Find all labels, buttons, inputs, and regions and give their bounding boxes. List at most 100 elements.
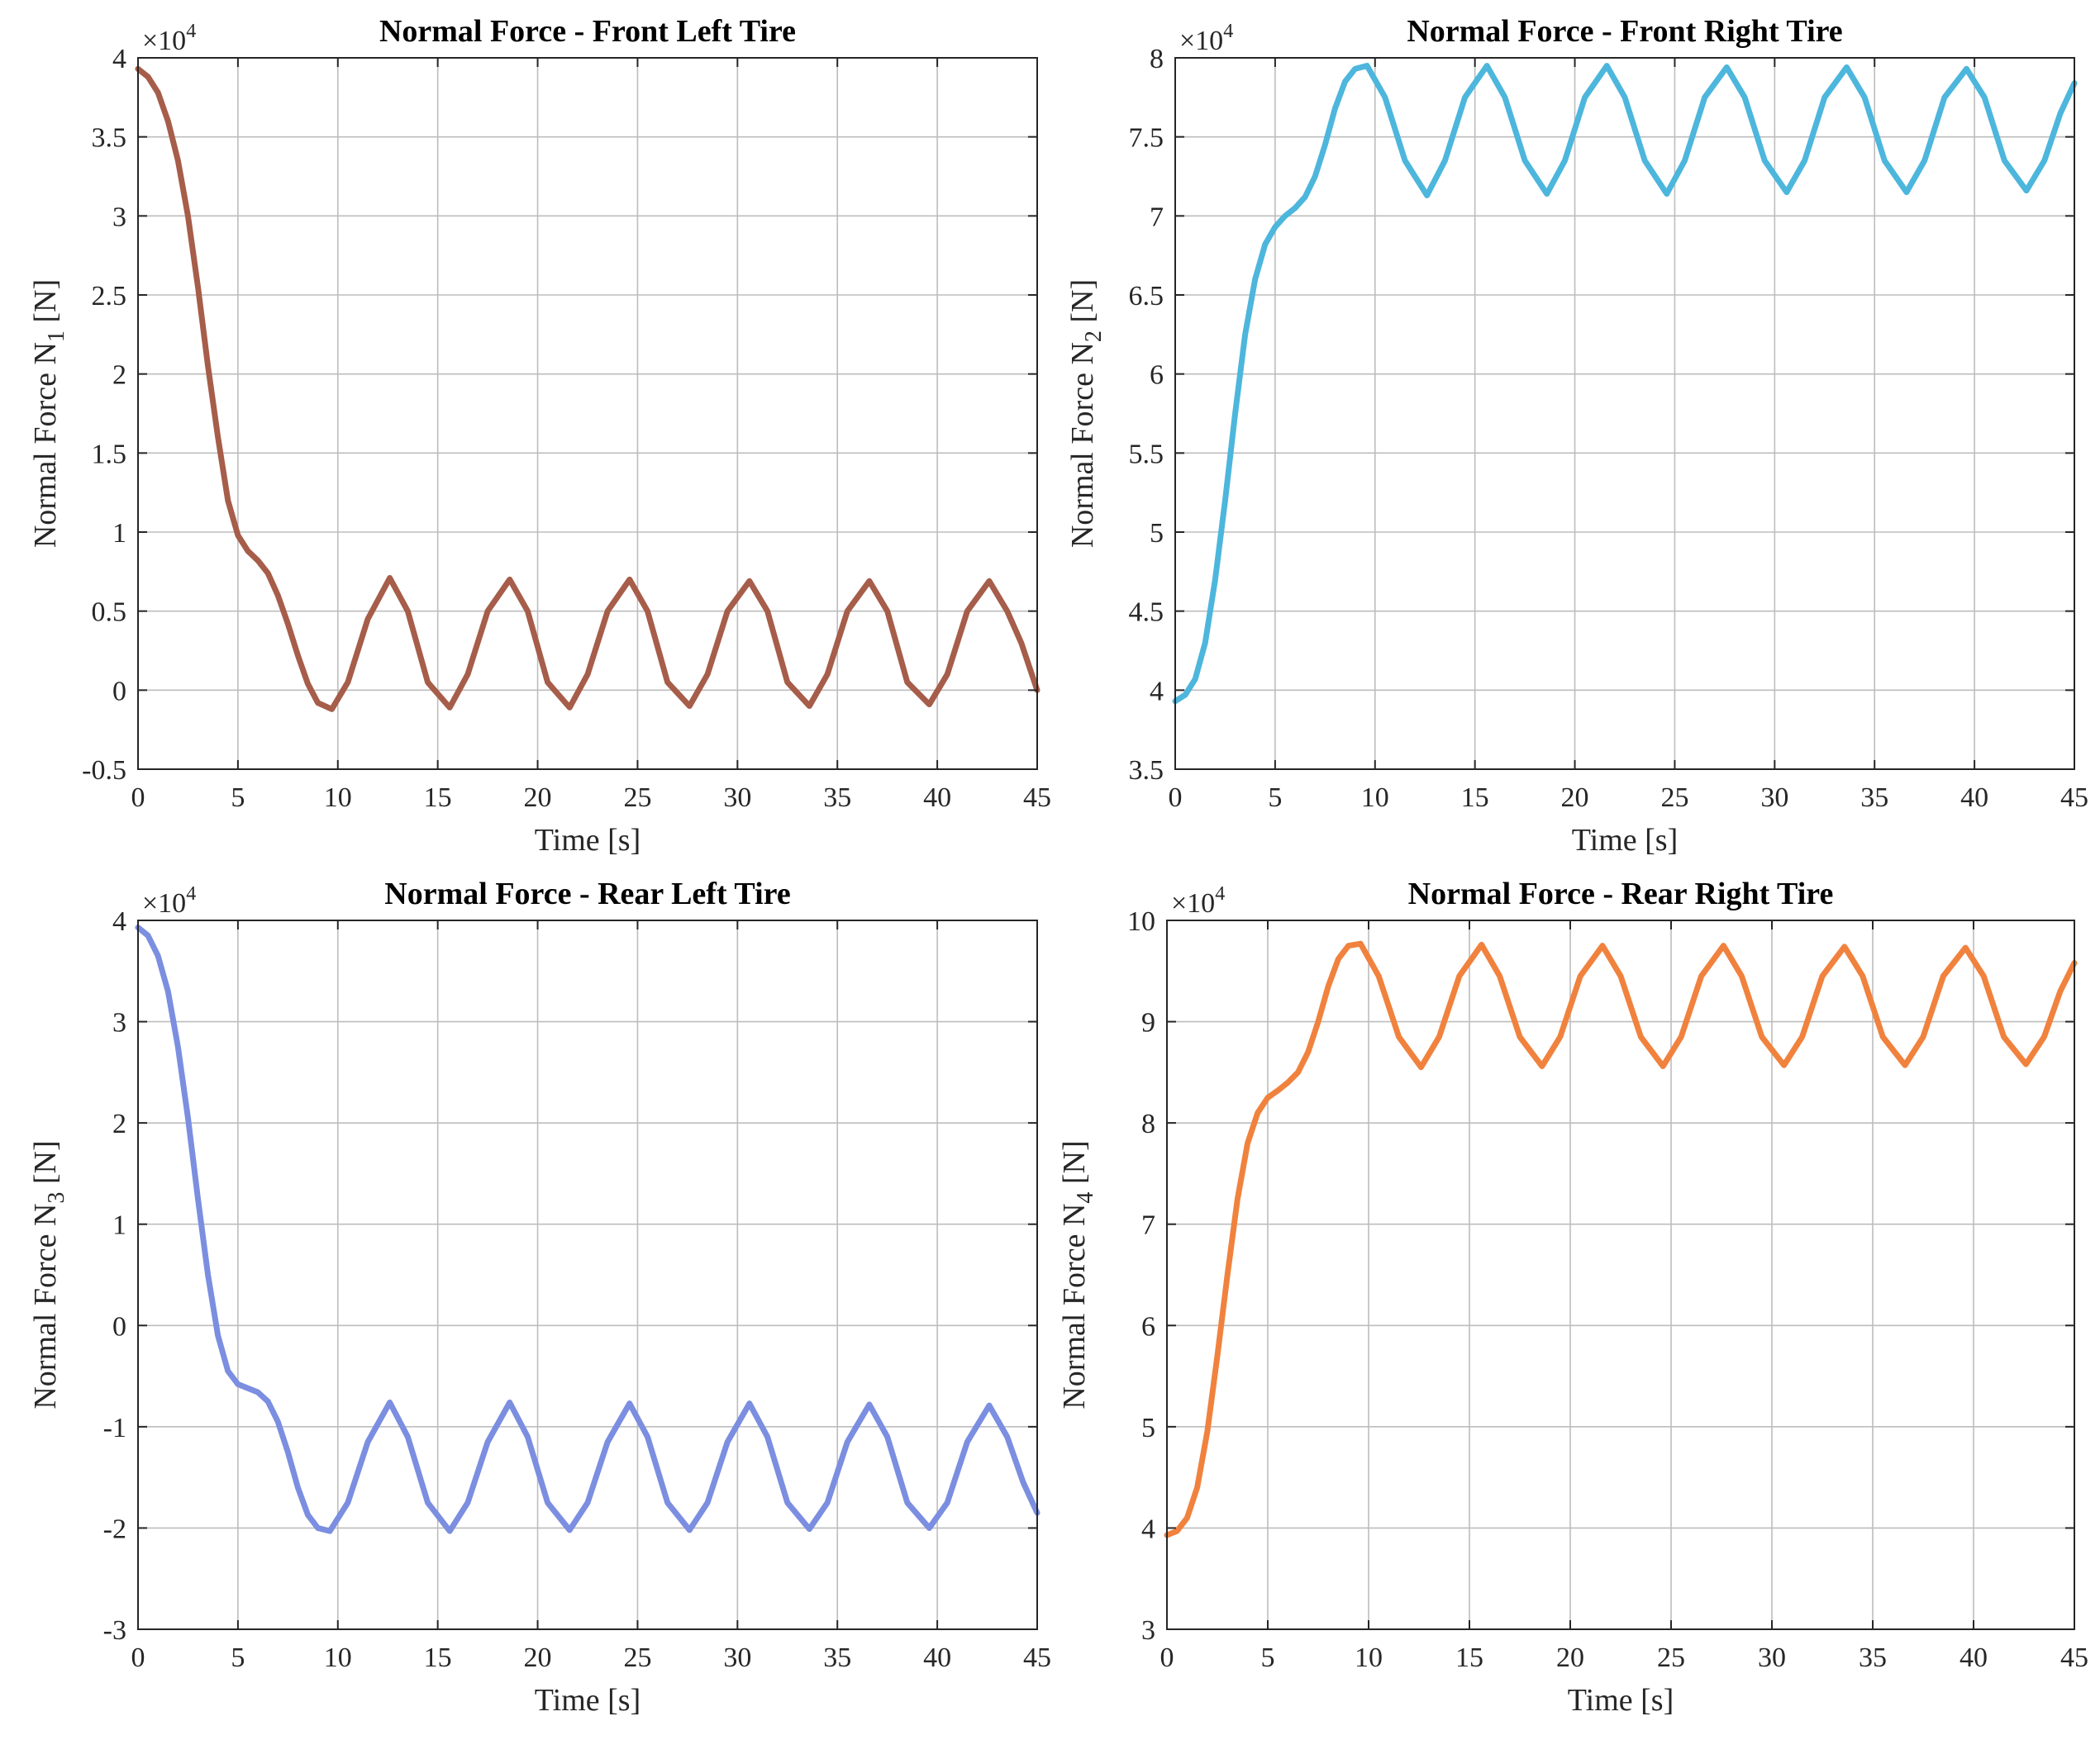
y-tick-label: 4.5 <box>1129 597 1164 628</box>
x-tick-label: 20 <box>524 782 552 813</box>
x-tick-label: 35 <box>1860 782 1888 813</box>
y-exponent-label: ×104 <box>142 883 196 919</box>
y-tick-label: 7.5 <box>1129 123 1164 154</box>
y-tick-label: 1 <box>112 1210 126 1241</box>
y-label-subscript: 1 <box>44 330 69 342</box>
x-tick-label: 40 <box>1960 782 1988 813</box>
y-tick-label: 5 <box>1141 1413 1155 1443</box>
x-tick-label: 40 <box>923 782 951 813</box>
y-tick-label: -3 <box>103 1615 126 1646</box>
x-tick-label: 15 <box>424 782 452 813</box>
y-tick-label: 6 <box>1150 360 1164 391</box>
y-tick-label: 5 <box>1150 518 1164 549</box>
x-tick-label: 45 <box>2060 782 2088 813</box>
y-tick-label: -2 <box>103 1514 126 1544</box>
series-line-N4 <box>1164 940 2078 1538</box>
x-tick-label: 30 <box>1758 1643 1786 1673</box>
y-tick-label: 3 <box>112 1008 126 1039</box>
y-axis-label: Normal Force N3 [N] <box>28 1140 69 1409</box>
y-label-main: Normal Force N <box>28 342 63 548</box>
y-tick-label: 0.5 <box>92 597 127 628</box>
series-line-N3 <box>135 925 1040 1534</box>
y-label-unit: [N] <box>28 1140 63 1191</box>
y-tick-label: 3 <box>1141 1615 1155 1646</box>
y-tick-label: 0 <box>112 676 126 706</box>
y-tick-label: 4 <box>1150 676 1164 706</box>
y-label-subscript: 3 <box>44 1192 69 1204</box>
y-tick-label: 1 <box>112 518 126 549</box>
x-tick-label: 30 <box>723 1643 751 1673</box>
axes-box <box>1174 57 2075 770</box>
x-tick-label: 15 <box>1461 782 1489 813</box>
x-tick-label: 5 <box>1268 782 1282 813</box>
y-label-unit: [N] <box>28 279 63 330</box>
x-tick-label: 0 <box>131 1643 145 1673</box>
y-tick-label: 2 <box>112 1109 126 1139</box>
x-tick-label: 15 <box>424 1643 452 1673</box>
x-tick-label: 5 <box>231 1643 245 1673</box>
x-tick-label: 25 <box>1657 1643 1685 1673</box>
y-axis-label: Normal Force N4 [N] <box>1057 1140 1098 1409</box>
x-tick-label: 25 <box>1660 782 1688 813</box>
x-tick-label: 35 <box>823 782 851 813</box>
axes-box <box>137 57 1038 770</box>
x-axis-label: Time [s] <box>1568 1683 1674 1718</box>
chart-title: Normal Force - Front Left Tire <box>379 14 796 49</box>
y-tick-label: 7 <box>1150 202 1164 232</box>
plot-area <box>1167 920 2074 1629</box>
y-tick-label: 3 <box>112 202 126 232</box>
y-axis-label: Normal Force N1 [N] <box>28 279 69 548</box>
x-tick-label: 20 <box>1556 1643 1584 1673</box>
y-tick-label: 5.5 <box>1129 439 1164 469</box>
x-tick-label: 5 <box>231 782 245 813</box>
y-exponent-label: ×104 <box>1179 21 1233 56</box>
y-label-main: Normal Force N <box>1057 1204 1092 1410</box>
axes-box <box>137 920 1038 1630</box>
chart-title: Normal Force - Front Right Tire <box>1407 14 1842 49</box>
x-tick-label: 45 <box>1023 1643 1051 1673</box>
x-tick-label: 0 <box>1169 782 1183 813</box>
y-tick-label: 3.5 <box>1129 755 1164 786</box>
x-tick-label: 20 <box>524 1643 552 1673</box>
exponent-base: ×10 <box>1179 26 1223 56</box>
y-tick-label: 8 <box>1150 44 1164 74</box>
exponent-power: 4 <box>186 21 196 42</box>
chart-title: Normal Force - Rear Right Tire <box>1408 877 1834 911</box>
plot-area <box>138 920 1037 1629</box>
axes-box <box>1166 920 2075 1630</box>
x-tick-label: 35 <box>1859 1643 1887 1673</box>
x-tick-label: 10 <box>324 1643 352 1673</box>
x-tick-label: 5 <box>1261 1643 1275 1673</box>
x-tick-label: 45 <box>1023 782 1051 813</box>
y-tick-label: 4 <box>1141 1514 1155 1544</box>
y-label-unit: [N] <box>1065 279 1100 330</box>
y-label-main: Normal Force N <box>28 1204 63 1410</box>
plot-area <box>138 58 1037 769</box>
y-tick-label: -0.5 <box>82 755 126 786</box>
exponent-base: ×10 <box>142 888 186 919</box>
y-tick-label: 7 <box>1141 1210 1155 1241</box>
x-tick-label: 30 <box>723 782 751 813</box>
y-exponent-label: ×104 <box>142 21 196 56</box>
y-tick-label: 1.5 <box>92 439 127 469</box>
y-axis-label: Normal Force N2 [N] <box>1065 279 1107 548</box>
chart-title: Normal Force - Rear Left Tire <box>384 877 790 911</box>
x-tick-label: 10 <box>1355 1643 1383 1673</box>
chart-panel-1: 0 5 10 15 20 25 30 35 40 45-0.500.511.522.533.54×… <box>28 14 1051 858</box>
y-label-main: Normal Force N <box>1065 342 1100 548</box>
series-line-N2 <box>1172 63 2078 705</box>
x-tick-label: 40 <box>1960 1643 1988 1673</box>
y-tick-label: 4 <box>112 906 126 937</box>
y-tick-label: -1 <box>103 1413 126 1443</box>
y-label-subscript: 2 <box>1081 330 1107 342</box>
series-line-N1 <box>135 65 1040 712</box>
x-tick-label: 10 <box>1361 782 1389 813</box>
x-axis-label: Time [s] <box>535 1683 640 1718</box>
x-tick-label: 15 <box>1455 1643 1483 1673</box>
x-tick-label: 25 <box>623 782 651 813</box>
exponent-power: 4 <box>1215 883 1225 905</box>
x-tick-label: 10 <box>324 782 352 813</box>
exponent-power: 4 <box>186 883 196 905</box>
